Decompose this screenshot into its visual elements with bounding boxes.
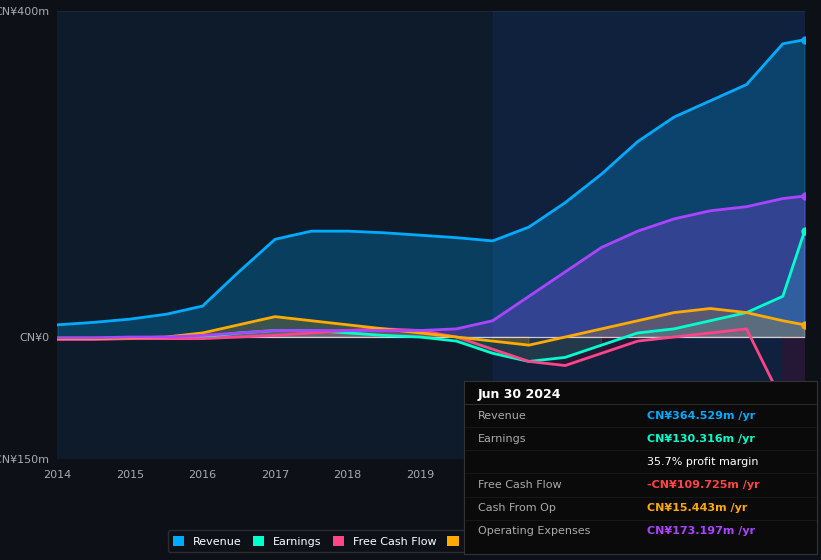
Text: CN¥364.529m /yr: CN¥364.529m /yr	[648, 410, 755, 421]
Legend: Revenue, Earnings, Free Cash Flow, Cash From Op, Operating Expenses: Revenue, Earnings, Free Cash Flow, Cash …	[167, 530, 695, 552]
Text: CN¥173.197m /yr: CN¥173.197m /yr	[648, 526, 755, 536]
Text: Free Cash Flow: Free Cash Flow	[478, 480, 562, 490]
Text: 35.7% profit margin: 35.7% profit margin	[648, 457, 759, 467]
Text: Jun 30 2024: Jun 30 2024	[478, 388, 562, 401]
Text: Earnings: Earnings	[478, 433, 526, 444]
Text: Revenue: Revenue	[478, 410, 527, 421]
Text: Cash From Op: Cash From Op	[478, 503, 556, 513]
Text: Operating Expenses: Operating Expenses	[478, 526, 590, 536]
Text: CN¥15.443m /yr: CN¥15.443m /yr	[648, 503, 748, 513]
Bar	[493, 11, 805, 459]
Text: CN¥130.316m /yr: CN¥130.316m /yr	[648, 433, 755, 444]
Text: -CN¥109.725m /yr: -CN¥109.725m /yr	[648, 480, 760, 490]
